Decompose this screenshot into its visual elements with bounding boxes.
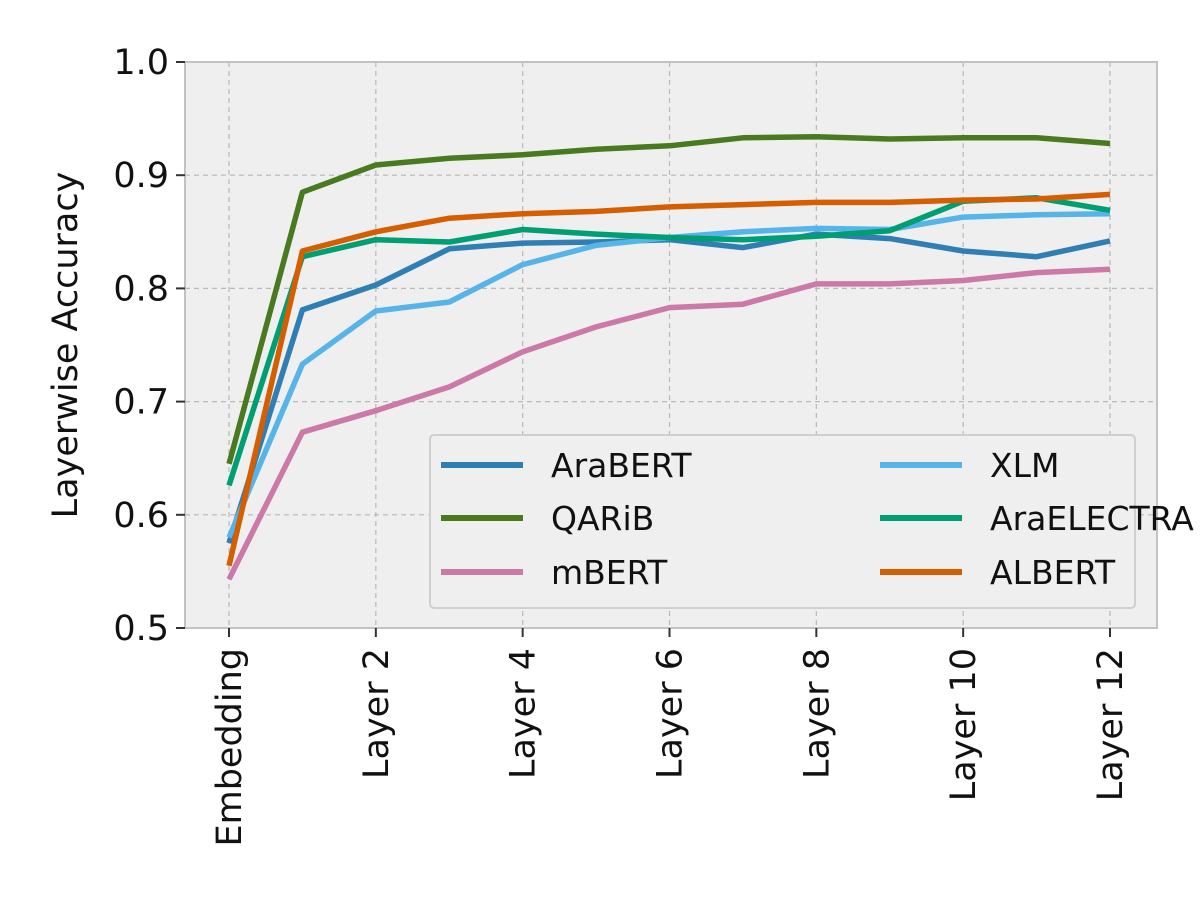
y-tick-label: 1.0 [113,43,169,83]
x-axis: Embedding Layer 2 Layer 4 Layer 6 Layer 8 Lay… [210,628,1131,847]
plot-frame [184,61,1158,629]
legend-label: ALBERT [990,553,1116,592]
x-tick-label: Embedding [210,648,250,847]
legend-box [429,434,1136,609]
x-tick-label: Layer 2 [357,648,397,779]
legend-label: XLM [990,446,1059,485]
x-tick-label: Layer 12 [1091,648,1131,801]
legend-label: AraELECTRA [990,499,1194,538]
series-line-mbert [226,266,1111,581]
legend-label: mBERT [551,553,668,592]
y-tick-label: 0.6 [113,496,169,536]
series-line-albert [226,191,1111,567]
y-tick-label: 0.8 [113,269,169,309]
x-tick-label: Layer 10 [944,648,984,801]
legend: AraBERT QARiB mBERT XLM AraELECTRA ALBERT [429,434,1194,609]
x-tick-label: Layer 6 [651,648,691,779]
legend-label: AraBERT [551,446,692,485]
y-tick-label: 0.7 [113,383,169,423]
y-axis: 0.5 0.6 0.7 0.8 0.9 1.0 [113,43,185,649]
x-tick-label: Layer 8 [797,648,837,779]
y-tick-label: 0.9 [113,156,169,196]
y-axis-title: Layerwise Accuracy [46,172,86,519]
series-layer [226,133,1111,581]
series-line-qarib [226,133,1111,465]
y-tick-label: 0.5 [113,609,169,649]
x-tick-label: Layer 4 [504,648,544,779]
legend-label: QARiB [551,499,654,538]
